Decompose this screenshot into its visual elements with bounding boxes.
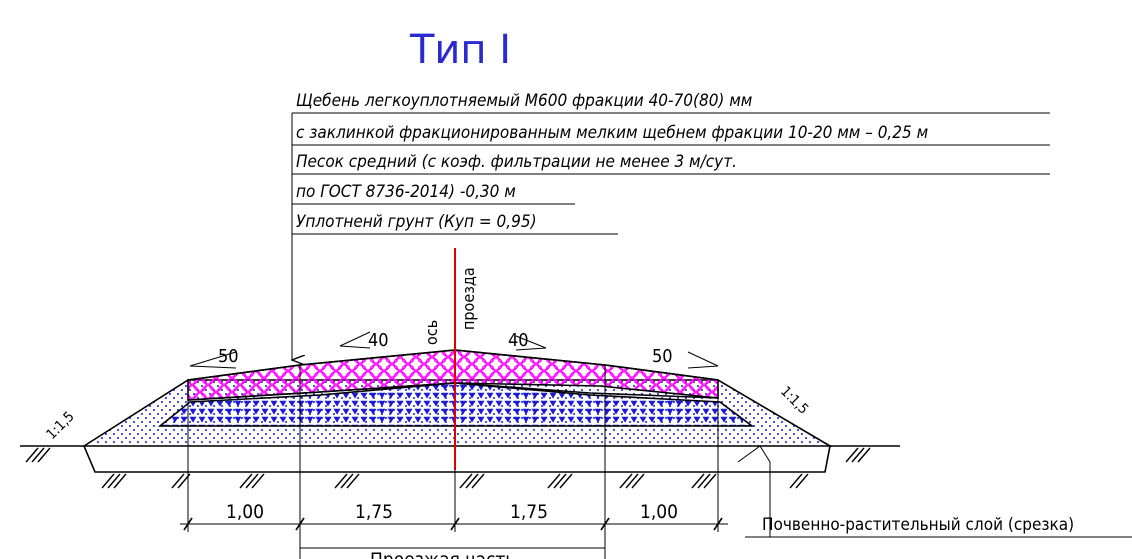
embankment-slope-left: 1:1,5 (44, 409, 78, 443)
svg-text:50: 50 (218, 346, 239, 367)
svg-text:40: 40 (368, 330, 389, 351)
slope-right-outer: 50 (652, 346, 719, 369)
legend-line-3: Песок средний (с коэф. фильтрации не мен… (296, 152, 737, 172)
slope-left-outer: 50 (189, 346, 239, 369)
svg-text:40: 40 (508, 330, 529, 351)
soil-layer-callout (737, 445, 1132, 538)
axis-label-1: ось (422, 320, 441, 345)
soil-cut-layer (83, 445, 831, 473)
carriageway-label: Проезжая часть (370, 549, 515, 559)
ground-hatching (25, 447, 871, 489)
dimension-lines (180, 365, 728, 559)
dimension-1: 1,00 (226, 501, 264, 523)
legend-line-4: по ГОСТ 8736-2014) -0,30 м (296, 182, 516, 202)
axis-label-2: проезда (459, 267, 478, 330)
slope-left-inner: 40 (339, 330, 389, 351)
diagram-title: Тип I (409, 27, 511, 73)
dimension-3: 1,75 (510, 501, 548, 523)
slope-right-inner: 40 (508, 330, 547, 351)
dimension-2: 1,75 (355, 501, 393, 523)
legend-line-2: с заклинкой фракционированным мелким щеб… (296, 123, 928, 143)
layer-legend: Щебень легкоуплотняемый М600 фракции 40-… (292, 91, 1050, 360)
soil-layer-label: Почвенно-растительный слой (срезка) (762, 515, 1074, 535)
embankment-slope-right: 1:1,5 (777, 384, 811, 418)
dimension-4: 1,00 (640, 501, 678, 523)
legend-line-5: Уплотненй грунт (Куп = 0,95) (296, 212, 537, 232)
svg-text:50: 50 (652, 346, 673, 367)
legend-line-1: Щебень легкоуплотняемый М600 фракции 40-… (296, 91, 752, 111)
